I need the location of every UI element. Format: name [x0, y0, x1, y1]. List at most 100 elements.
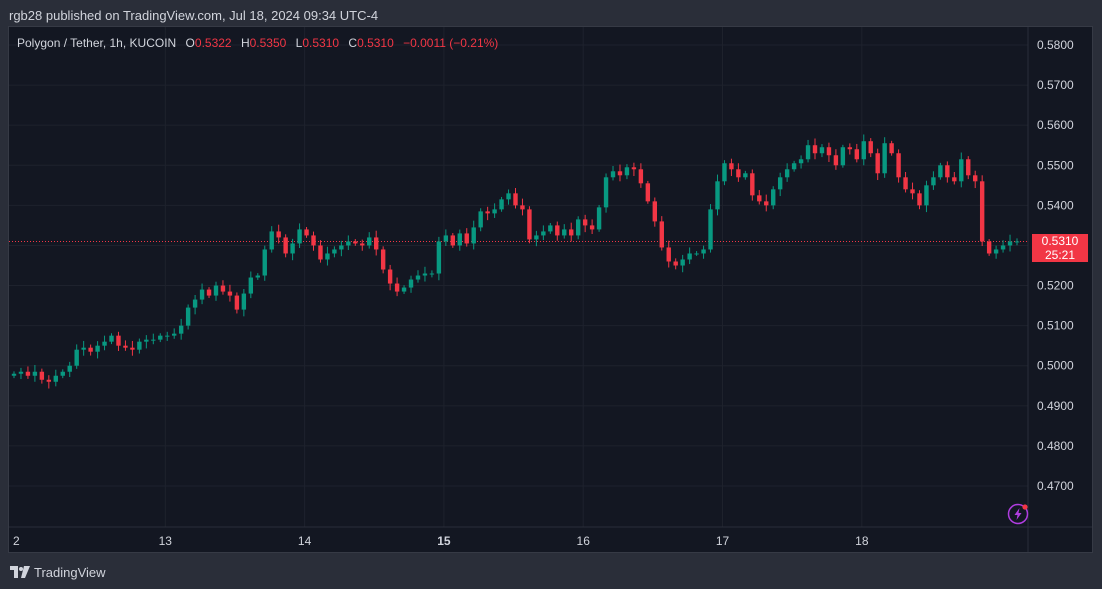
lightning-icon[interactable] — [1007, 503, 1029, 525]
candle-body — [736, 169, 741, 178]
candle-body — [708, 209, 713, 250]
candle — [527, 206, 532, 244]
candle-body — [450, 235, 456, 246]
candle — [638, 163, 644, 188]
candle-body — [945, 165, 950, 178]
candle-body — [88, 347, 93, 352]
candle-body — [917, 193, 922, 206]
candle — [805, 139, 811, 163]
candle-body — [784, 169, 790, 178]
candle — [764, 194, 769, 212]
candle-body — [304, 229, 309, 236]
candle — [750, 169, 755, 201]
candle-body — [346, 241, 351, 246]
candle — [220, 280, 226, 295]
candle-body — [750, 173, 755, 196]
candle — [408, 275, 414, 293]
x-tick-label: 14 — [298, 534, 312, 548]
candle — [687, 247, 692, 265]
symbol-title[interactable]: Polygon / Tether, 1h, KUCOIN — [17, 36, 177, 50]
close-value: 0.5310 — [357, 36, 394, 50]
y-tick-label: 0.5400 — [1037, 198, 1074, 212]
candle-body — [910, 189, 915, 194]
candle-body — [492, 209, 497, 214]
candle — [966, 156, 971, 180]
candle-body — [687, 253, 692, 260]
candle — [297, 223, 302, 249]
candle-body — [701, 249, 706, 254]
candle-body — [192, 299, 198, 308]
candle-body — [144, 339, 149, 342]
candle-body — [624, 167, 630, 176]
candle — [645, 180, 651, 204]
candle — [784, 163, 790, 182]
candle — [791, 160, 797, 172]
candle — [429, 270, 435, 278]
candle-body — [227, 291, 233, 296]
last-price-tag: 0.5310 25:21 — [1032, 234, 1088, 263]
candle — [652, 197, 658, 227]
candle-body — [931, 177, 936, 186]
candle — [889, 140, 894, 156]
candle — [283, 234, 288, 258]
candle-body — [833, 155, 839, 166]
candle-body — [241, 293, 247, 310]
candle — [60, 369, 65, 379]
candle-body — [213, 285, 219, 296]
last-price-value: 0.5310 — [1041, 234, 1079, 249]
candle — [736, 163, 741, 182]
candle — [401, 285, 407, 294]
candle — [311, 231, 316, 251]
candle-body — [109, 335, 114, 342]
low-label: L — [295, 36, 303, 50]
open-label: O — [185, 36, 195, 50]
y-tick-label: 0.5200 — [1037, 279, 1074, 293]
candle-body — [548, 225, 553, 232]
candle — [116, 331, 121, 351]
candle — [206, 287, 212, 298]
candle-body — [25, 371, 31, 376]
candle-body — [478, 211, 483, 228]
candle-body — [771, 189, 776, 206]
candle-body — [199, 289, 205, 300]
candle-body — [60, 371, 65, 376]
candle-body — [575, 219, 581, 236]
candle-body — [986, 241, 992, 254]
high-value: 0.5350 — [249, 36, 287, 50]
candle — [589, 219, 595, 234]
candle-body — [339, 245, 344, 250]
candle — [952, 172, 957, 185]
candle-body — [603, 177, 609, 208]
candle — [903, 172, 908, 193]
candle — [798, 155, 804, 169]
candle-body — [262, 249, 267, 276]
y-tick-label: 0.5800 — [1037, 38, 1074, 52]
candle-body — [165, 335, 170, 337]
candle — [777, 172, 783, 197]
x-tick-label: 13 — [159, 534, 173, 548]
candle-body — [777, 177, 783, 190]
candle-body — [847, 147, 853, 150]
candle-body — [569, 229, 574, 236]
candle — [74, 344, 79, 369]
candle — [471, 220, 476, 250]
candle-body — [1014, 241, 1020, 243]
candle — [722, 160, 727, 186]
chart-pane[interactable] — [8, 26, 1093, 553]
candle — [812, 138, 818, 160]
candle — [457, 229, 462, 251]
candle — [694, 251, 699, 256]
candle-body — [896, 153, 901, 178]
candle — [39, 368, 45, 384]
y-tick-label: 0.5500 — [1037, 158, 1074, 172]
candle — [123, 340, 128, 351]
footer-brand[interactable]: TradingView — [10, 563, 106, 581]
candle — [192, 295, 198, 315]
candle-body — [959, 159, 964, 182]
candle — [53, 369, 58, 387]
candle-body — [158, 335, 163, 340]
candle-body — [638, 169, 644, 184]
candle — [269, 226, 274, 253]
candle — [241, 288, 247, 317]
